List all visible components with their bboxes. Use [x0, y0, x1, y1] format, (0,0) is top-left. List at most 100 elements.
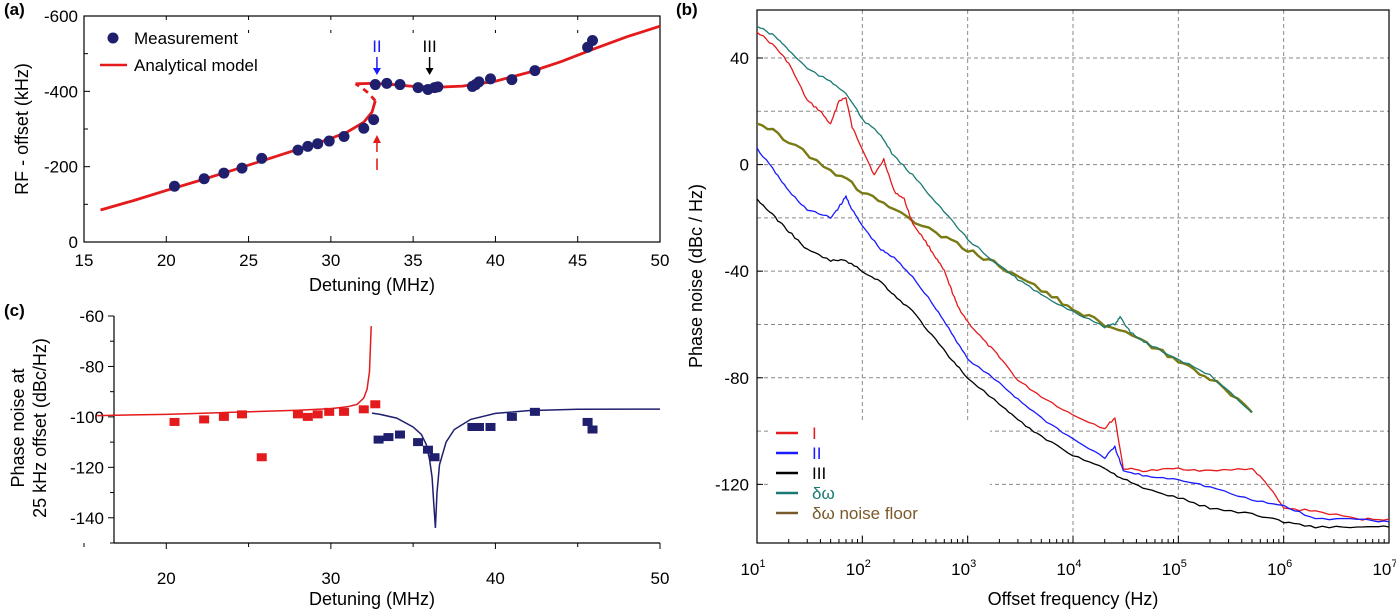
panel-a-measurement-point [256, 152, 268, 164]
panel-c-data-point [358, 405, 369, 414]
panel-c-y-tick-label: -100 [70, 408, 104, 427]
panel-c-data-point [339, 407, 350, 416]
panel-label-c: (c) [4, 301, 25, 320]
panel-a-measurement-point [484, 73, 496, 85]
panel-c-y-tick-label: -60 [79, 307, 104, 326]
legend-label-measurement: Measurement [134, 29, 238, 48]
panel-b-legend-label: δω [812, 484, 835, 503]
panel-b-y-tick-label: 40 [730, 49, 749, 68]
panel-b-y-axis-label: Phase noise (dBc / Hz) [686, 184, 706, 368]
panel-c-data-point [529, 407, 540, 416]
panel-c-data-point [199, 415, 210, 424]
panel-a-model-curve [100, 100, 377, 212]
panel-a-measurement-point [394, 79, 406, 91]
panel-b-phase-noise-spectrum: 101 102 103 104 105 106 107 40 0 -40 -80 -120 Offse… [686, 9, 1396, 609]
panel-c-model-curve [371, 408, 661, 528]
panel-c-data-point [467, 422, 478, 431]
panel-b-y-tick-label: -120 [715, 475, 749, 494]
panel-b-x-tick-label: 103 [951, 558, 976, 579]
panel-c-y-axis-label-line1: Phase noise at [8, 368, 28, 487]
panel-b-x-tick-label: 106 [1267, 558, 1292, 579]
panel-a-x-tick-label: 25 [239, 251, 258, 270]
panel-c-data-point [506, 412, 517, 421]
panel-c-x-tick-label: 30 [321, 569, 340, 588]
panel-b-series-III [756, 198, 1390, 529]
panel-a-measurement-point [432, 81, 444, 93]
panel-a-measurement-point [338, 131, 350, 143]
panel-c-data-point [218, 412, 229, 421]
panel-a-measurement-point [169, 180, 181, 192]
panel-a-x-tick-label: 45 [568, 251, 587, 270]
panel-b-x-tick-label: 105 [1162, 558, 1187, 579]
panel-b-legend-label: δω noise floor [812, 504, 918, 523]
panel-c-data-point [413, 438, 424, 447]
panel-a-annotation-II: II [372, 37, 381, 56]
panel-c-x-tick-label: 20 [157, 569, 176, 588]
panel-c-data-point [256, 453, 267, 462]
panel-c-data-point [422, 445, 433, 454]
legend-label-analytical-model: Analytical model [134, 56, 258, 75]
panel-c-data-point [292, 410, 303, 419]
panel-c-y-tick-label: -140 [70, 509, 104, 528]
panel-c-data-point [324, 407, 335, 416]
panel-a-x-tick-label: 30 [321, 251, 340, 270]
panel-a-measurement-point [292, 144, 304, 156]
panel-c-x-axis-label: Detuning (MHz) [309, 589, 435, 609]
panel-b-legend-label: II [812, 444, 821, 463]
panel-b-y-tick-label: -40 [724, 262, 749, 281]
panel-c-data-point [485, 422, 496, 431]
panel-a-arrowhead-I [372, 135, 381, 143]
panel-b-y-tick-label: 0 [740, 156, 749, 175]
panel-a-measurement-point [587, 34, 599, 46]
panel-a-x-tick-label: 50 [651, 251, 670, 270]
panel-b-series-delta-omega [756, 25, 1253, 413]
panel-c-data-point [587, 425, 598, 434]
panel-b-legend-label: III [812, 464, 826, 483]
panel-a-legend: Measurement Analytical model [100, 29, 258, 75]
panel-a-measurement-point [312, 138, 324, 150]
panel-a-measurement-point [198, 173, 210, 185]
panel-b-series-I [756, 31, 1390, 521]
panel-a-x-axis-label: Detuning (MHz) [309, 275, 435, 295]
panel-c-y-tick-label: -120 [70, 458, 104, 477]
panel-a-measurement-point [506, 74, 518, 86]
panel-c-x-tick-label: 40 [486, 569, 505, 588]
panel-b-x-tick-label: 104 [1056, 558, 1081, 579]
panel-c-x-tick-label: 50 [651, 569, 670, 588]
panel-a-measurement-point [529, 65, 541, 77]
panel-b-y-tick-label: -80 [724, 369, 749, 388]
panel-a-x-tick-label: 35 [404, 251, 423, 270]
panel-a-measurement-point [302, 140, 314, 152]
panel-c-data-point [582, 417, 593, 426]
panel-c-data-point [302, 412, 313, 421]
panel-b-x-tick-label: 107 [1372, 558, 1396, 579]
panel-a-measurement-point [323, 135, 335, 147]
panel-a-measurement-point [412, 82, 424, 94]
panel-a-y-tick-label: 0 [69, 233, 78, 252]
panel-a-annotation-I: I [375, 155, 380, 174]
panel-a-y-axis-label: RF - offset (kHz) [12, 63, 32, 195]
panel-a-model-unstable-branch [354, 82, 377, 102]
panel-a-measurement-point [473, 76, 485, 88]
panel-a-measurement-point [236, 162, 248, 174]
panel-b-series-II [756, 147, 1390, 523]
panel-c-data-point [429, 453, 440, 462]
panel-label-a: (a) [4, 0, 25, 19]
panel-b-series-delta-omega-noise-floor [756, 122, 1253, 414]
panel-a-annotation-III: III [423, 37, 437, 56]
panel-a-measurement-point [358, 122, 370, 134]
panel-a-measurement-point [218, 167, 230, 179]
panel-c-phase-noise-chart: 20 30 40 50 -60 -80 -100 -120 -140 Detuning (MHz… [8, 307, 669, 609]
panel-c-data-point [236, 410, 247, 419]
panel-a-arrowhead-III [425, 68, 434, 75]
panel-a-x-tick-label: 20 [157, 251, 176, 270]
panel-c-data-point [473, 422, 484, 431]
panel-c-y-axis-label-line2: 25 kHz offset (dBc/Hz) [30, 338, 50, 518]
legend-marker-measurement [107, 32, 119, 44]
panel-a-arrowhead-II [372, 68, 381, 75]
panel-a-measurement-point [369, 79, 381, 91]
panel-c-data-point [312, 410, 323, 419]
